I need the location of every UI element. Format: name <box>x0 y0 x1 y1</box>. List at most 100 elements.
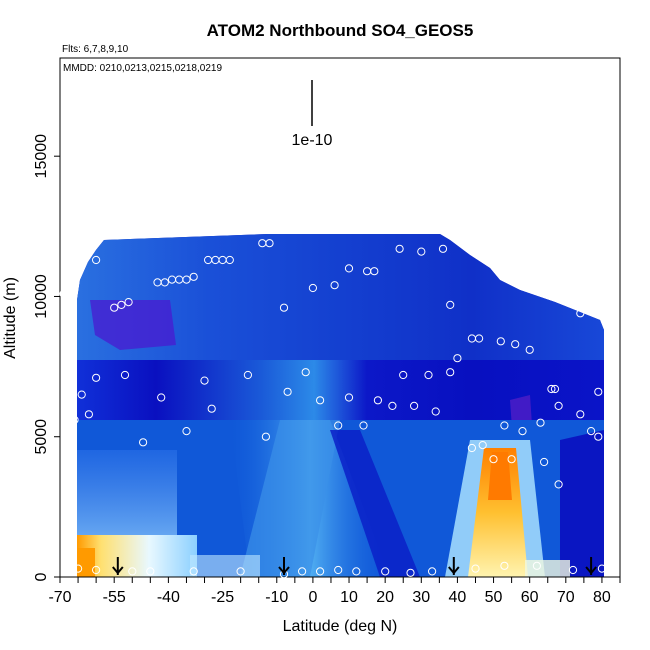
x-tick-label: 60 <box>521 589 539 606</box>
sample-point <box>554 401 563 410</box>
sample-point <box>316 396 325 405</box>
sample-point <box>77 390 86 399</box>
sample-point <box>500 421 509 430</box>
sample-point <box>92 255 101 265</box>
sample-point <box>446 368 455 377</box>
sample-point <box>63 275 72 284</box>
sample-point <box>587 427 596 436</box>
sample-point <box>308 283 317 293</box>
north-plume <box>468 448 528 577</box>
sample-point <box>283 387 292 396</box>
x-tick-label: 0 <box>308 589 317 606</box>
x-tick-label: 30 <box>412 589 430 606</box>
sample-point <box>146 567 155 576</box>
sample-point <box>182 275 191 284</box>
sample-point <box>399 370 408 380</box>
surface-streak-2 <box>525 560 570 577</box>
surface-streak-1 <box>190 555 260 577</box>
x-axis: -70 -55 -40 -25 -10 0 10 20 30 40 50 60 70 80 <box>48 577 621 606</box>
profile-arrow-head <box>585 566 597 575</box>
sample-point <box>74 564 83 573</box>
sample-point <box>388 401 397 410</box>
sample-point <box>84 239 94 248</box>
sample-point <box>511 340 520 349</box>
plot-frame <box>59 57 621 578</box>
sample-point <box>139 438 148 447</box>
sample-point <box>438 244 448 253</box>
sample-point <box>525 345 534 354</box>
sample-point <box>395 244 404 253</box>
profile-arrow-head <box>112 566 124 575</box>
sample-point <box>381 567 390 576</box>
sample-point <box>410 401 419 410</box>
sample-point <box>594 432 603 441</box>
sample-point <box>92 565 101 575</box>
sample-point <box>576 410 585 419</box>
sample-point <box>467 443 476 453</box>
sample-point <box>301 368 310 377</box>
scale-bar-label: 1e-10 <box>292 132 333 149</box>
sample-point <box>431 407 440 416</box>
profile-arrow-head <box>448 566 460 575</box>
sample-point <box>594 387 603 396</box>
sample-point <box>540 457 549 467</box>
dark-wedge-2 <box>560 430 604 577</box>
sample-point <box>359 421 368 430</box>
sample-point <box>518 427 527 436</box>
x-tick-label: -70 <box>48 589 71 606</box>
sample-point <box>417 247 426 256</box>
mmdd-note: MMDD: 0210,0213,0215,0218,0219 <box>63 63 222 74</box>
tropical-wedge-2 <box>240 420 340 577</box>
sample-point <box>124 298 133 307</box>
sample-point <box>63 432 72 441</box>
sample-point <box>316 567 325 576</box>
sample-point <box>334 565 343 575</box>
heatmap-upper-band <box>77 234 604 360</box>
sample-point <box>207 404 216 413</box>
dark-wedge <box>330 430 420 577</box>
y-axis: 0 5000 10000 15000 <box>33 134 60 581</box>
sample-point <box>507 455 516 464</box>
south-surface <box>77 535 197 577</box>
profile-arrow-head <box>278 566 290 575</box>
sample-point <box>92 373 101 382</box>
sample-point <box>373 396 382 405</box>
profile-arrows <box>112 557 597 575</box>
sample-point <box>536 418 545 427</box>
sample-point <box>63 396 72 405</box>
y-tick-label: 5000 <box>33 419 50 455</box>
y-tick-label: 0 <box>33 572 50 581</box>
heatmap-field <box>77 234 604 577</box>
south-surface-hot <box>77 548 95 577</box>
sample-point <box>424 370 433 380</box>
x-axis-label: Latitude (deg N) <box>283 618 398 635</box>
north-plume-core <box>488 452 512 500</box>
sample-point <box>406 568 415 577</box>
sample-point <box>225 255 234 265</box>
sample-point <box>265 239 274 248</box>
x-tick-label: 40 <box>449 589 467 606</box>
sample-point <box>236 567 245 576</box>
sample-point <box>547 384 556 394</box>
sample-point <box>550 384 560 394</box>
x-tick-label: 80 <box>593 589 611 606</box>
sample-point <box>446 300 455 309</box>
sample-point <box>344 264 354 273</box>
sample-point <box>554 480 563 489</box>
sample-point <box>352 567 361 576</box>
purple-patch-south <box>90 300 176 350</box>
sample-point <box>471 564 480 573</box>
y-tick-label: 10000 <box>33 274 50 319</box>
sample-point <box>117 300 126 309</box>
sample-point <box>334 421 343 430</box>
sample-point <box>189 567 198 576</box>
flights-note: Flts: 6,7,8,9,10 <box>62 44 129 55</box>
sample-point <box>576 309 585 318</box>
sample-point <box>279 303 289 312</box>
y-tick-label: 15000 <box>33 134 50 179</box>
sample-point <box>128 567 137 576</box>
sample-point <box>84 410 94 419</box>
sample-point <box>500 561 509 570</box>
sample-point <box>330 281 339 290</box>
